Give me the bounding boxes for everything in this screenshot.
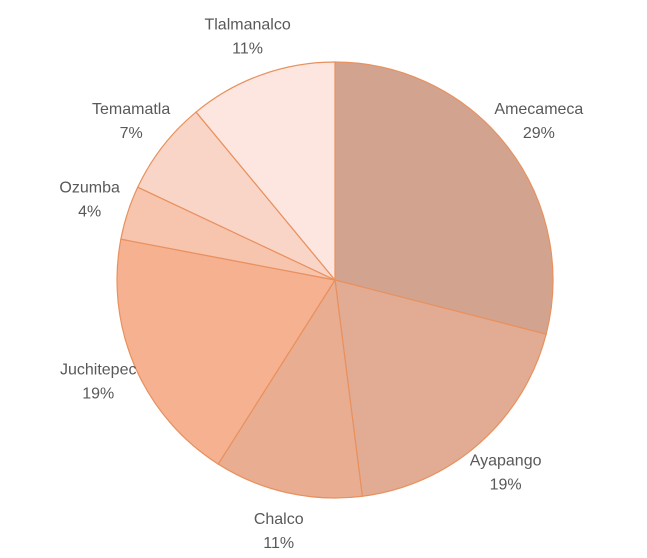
pie-slice — [334, 61, 554, 335]
slice-value: 4% — [78, 203, 101, 220]
slice-value: 7% — [120, 125, 143, 142]
pie-slice — [116, 238, 336, 465]
slice-label: Tlalmanalco — [204, 16, 290, 33]
slice-value: 29% — [523, 125, 555, 142]
pie-slice — [217, 278, 363, 499]
slice-value: 19% — [82, 386, 114, 403]
slice-label: Ozumba — [59, 179, 120, 196]
pie-slice — [195, 61, 336, 282]
slice-label: Juchitepec — [60, 362, 137, 379]
slice-value: 19% — [490, 477, 522, 494]
pie-slice — [334, 279, 547, 497]
slice-value: 11% — [263, 535, 294, 552]
slice-label: Ayapango — [470, 453, 542, 470]
slice-value: 11% — [232, 40, 263, 57]
slice-label: Temamatla — [92, 101, 170, 118]
slice-label: Chalco — [254, 511, 304, 528]
slice-label: Amecameca — [494, 101, 583, 118]
